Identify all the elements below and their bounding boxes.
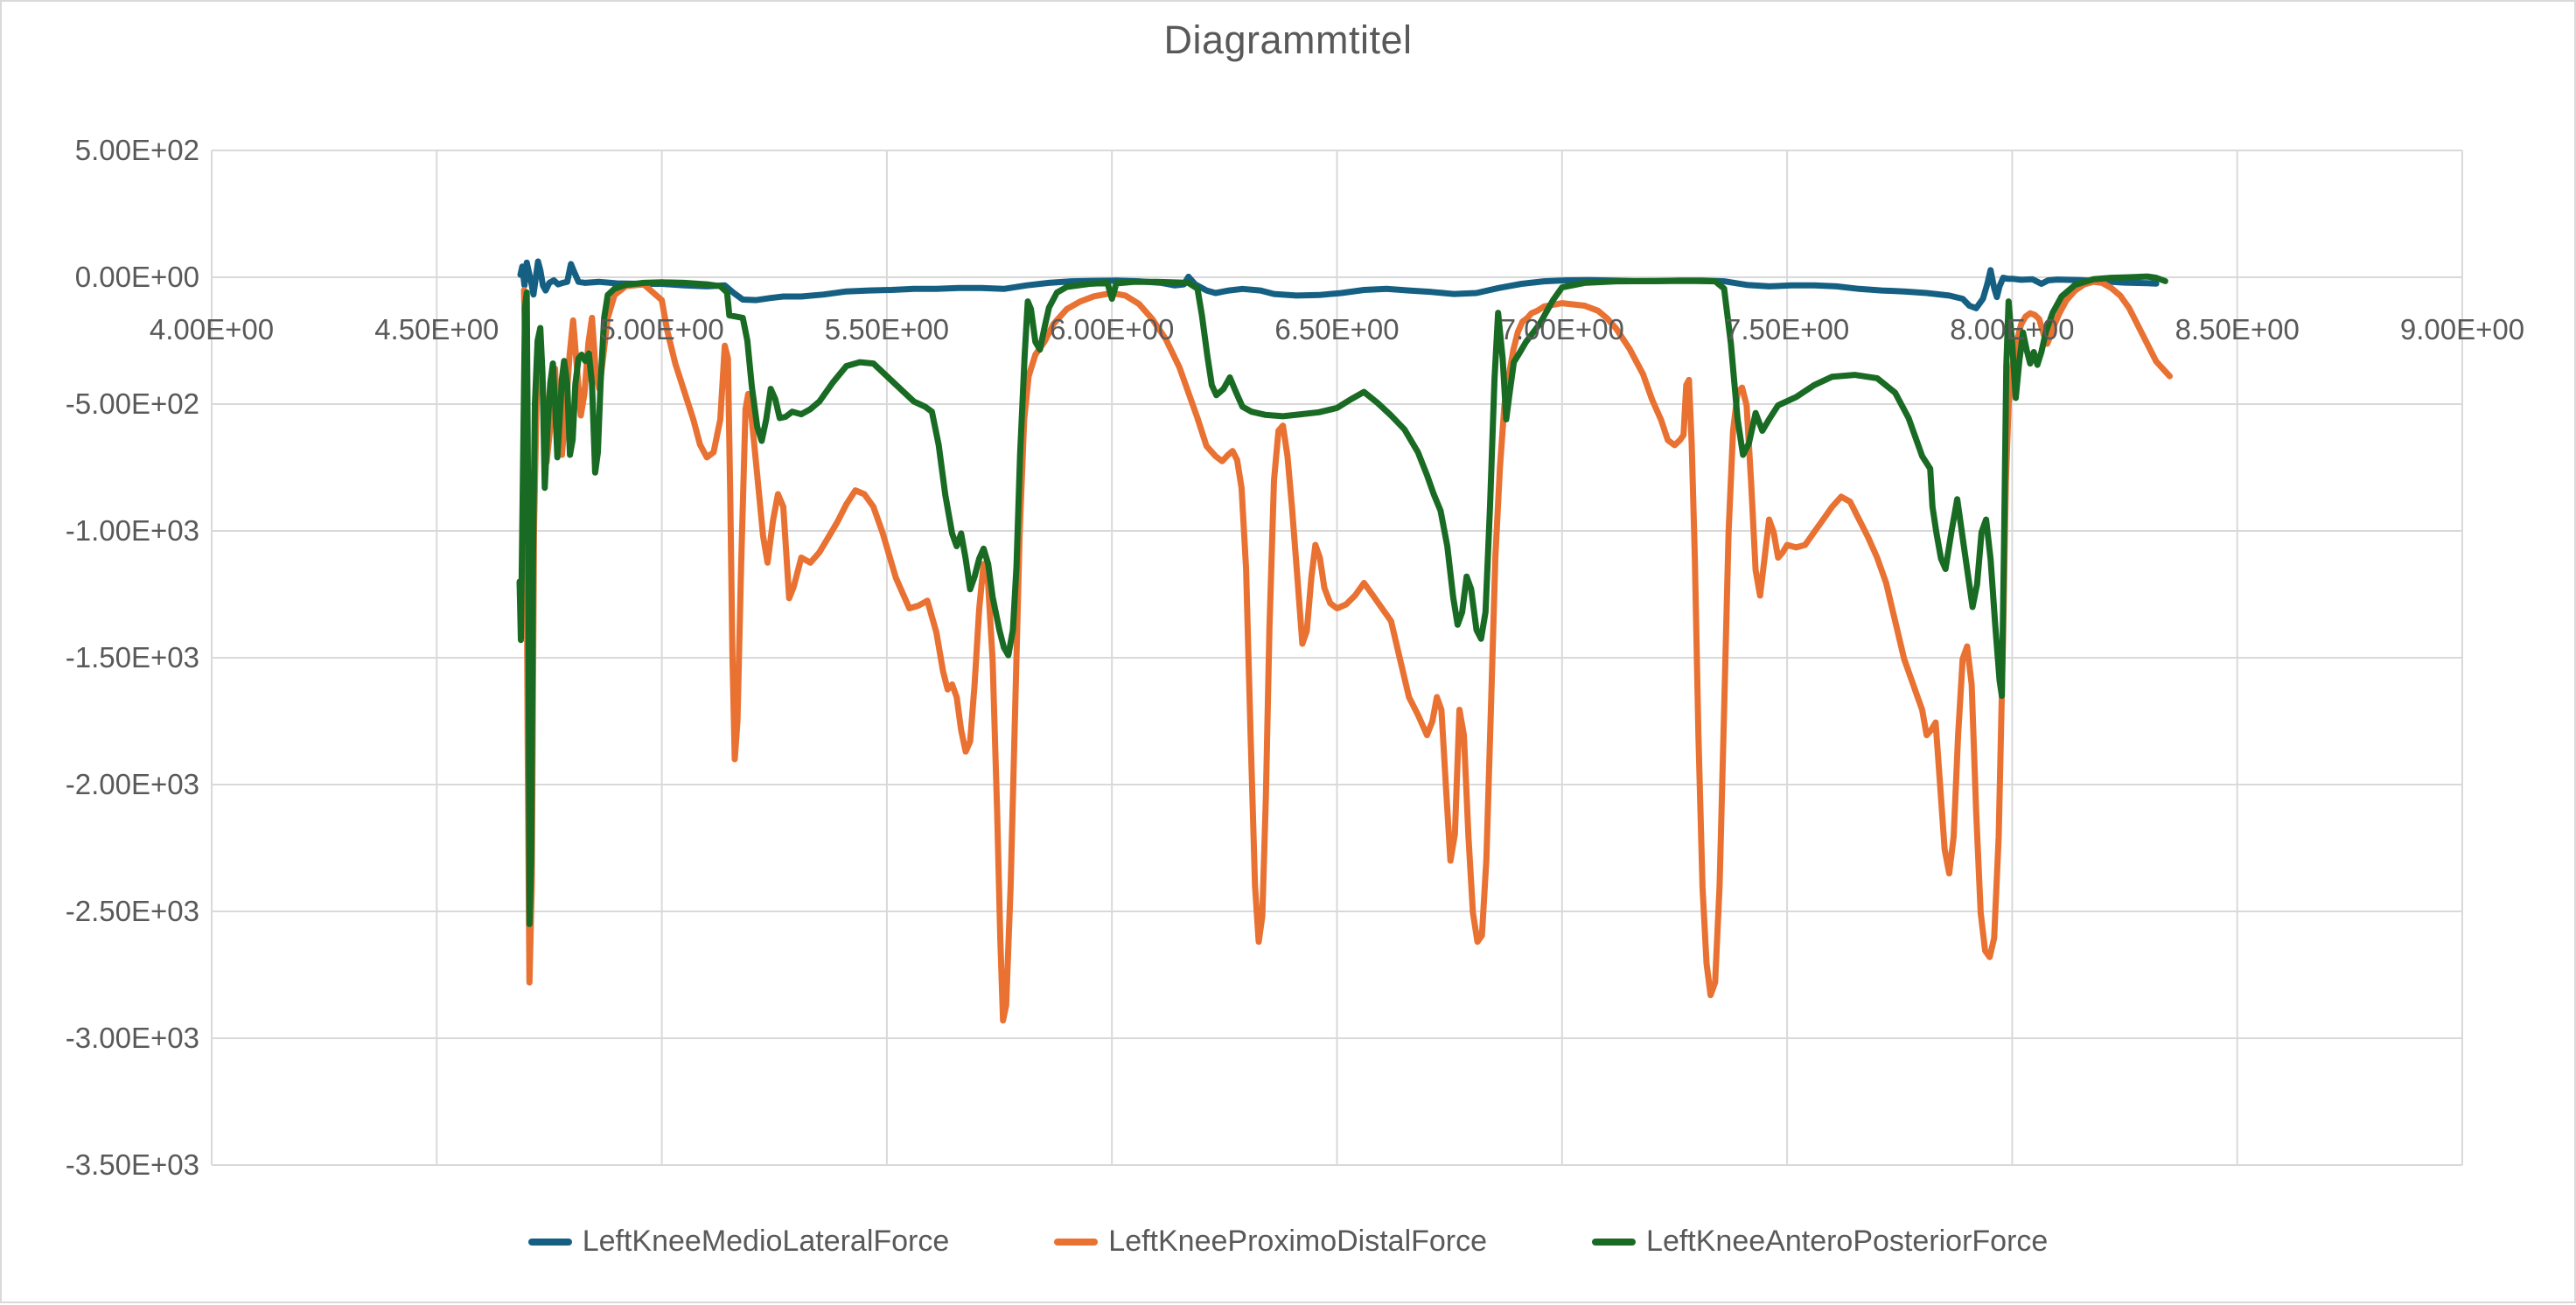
x-axis-label: 5.50E+00 xyxy=(824,313,949,345)
y-axis-label: -5.00E+02 xyxy=(65,387,199,420)
series-line-LeftKneeAnteroPosteriorForce xyxy=(516,273,2168,927)
x-axis-label: 7.00E+00 xyxy=(1499,313,1624,345)
legend-item-LeftKneeProximoDistalForce: LeftKneeProximoDistalForce xyxy=(1054,1225,1487,1259)
y-axis-label: 5.00E+02 xyxy=(74,134,199,166)
chart-title: Diagrammtitel xyxy=(1163,17,1413,62)
x-axis-label: 6.50E+00 xyxy=(1274,313,1400,345)
x-axis-label: 4.50E+00 xyxy=(374,313,499,345)
series-line-LeftKneeProximoDistalForce xyxy=(520,278,2173,1024)
x-axis-label: 8.50E+00 xyxy=(2175,313,2300,345)
y-axis-label: -3.50E+03 xyxy=(65,1148,199,1181)
x-axis-label: 9.00E+00 xyxy=(2399,313,2525,345)
chart-legend: LeftKneeMedioLateralForce LeftKneeProximo… xyxy=(2,1225,2574,1259)
x-axis-label: 4.00E+00 xyxy=(149,313,275,345)
y-axis-label: -1.50E+03 xyxy=(65,641,199,673)
x-axis-label: 8.00E+00 xyxy=(1950,313,2075,345)
legend-label: LeftKneeMedioLateralForce xyxy=(582,1225,950,1258)
legend-line-swatch xyxy=(527,1238,572,1246)
y-axis-label: -1.00E+03 xyxy=(65,514,199,547)
legend-item-LeftKneeAnteroPosteriorForce: LeftKneeAnteroPosteriorForce xyxy=(1592,1225,2048,1259)
legend-item-LeftKneeMedioLateralForce: LeftKneeMedioLateralForce xyxy=(527,1225,950,1259)
legend-label: LeftKneeAnteroPosteriorForce xyxy=(1646,1225,2049,1258)
y-axis-label: 0.00E+00 xyxy=(74,261,199,293)
legend-line-swatch xyxy=(1592,1238,1637,1246)
legend-label: LeftKneeProximoDistalForce xyxy=(1108,1225,1488,1258)
y-axis-label: -2.00E+03 xyxy=(65,768,199,800)
legend-line-swatch xyxy=(1054,1238,1099,1246)
series-line-LeftKneeMedioLateralForce xyxy=(517,258,2160,311)
x-axis-label: 6.00E+00 xyxy=(1050,313,1175,345)
x-axis-label: 5.00E+00 xyxy=(599,313,724,345)
x-axis-label: 7.50E+00 xyxy=(1724,313,1850,345)
y-axis-label: -3.00E+03 xyxy=(65,1022,199,1054)
y-axis-label: -2.50E+03 xyxy=(65,895,199,927)
